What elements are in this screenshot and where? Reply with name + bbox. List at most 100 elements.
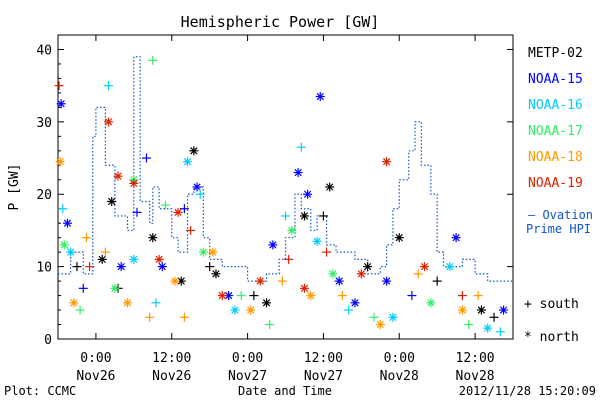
point-north [255, 276, 265, 286]
point-south [179, 204, 189, 214]
point-south [281, 211, 290, 221]
point-south [265, 320, 275, 330]
point-north [262, 298, 272, 308]
point-north [123, 298, 133, 308]
point-south [457, 291, 467, 301]
point-north [312, 236, 322, 246]
point-south [72, 262, 82, 272]
point-north [420, 262, 430, 272]
point-north [211, 269, 221, 279]
point-north [293, 168, 303, 178]
point-north [129, 178, 139, 188]
point-south [81, 233, 91, 243]
point-north [306, 291, 316, 301]
point-south [54, 81, 64, 91]
x-tick-label-time: 12:00 [456, 351, 495, 366]
x-axis: 0:00 Nov26 12:00 Nov26 0:00 Nov27 12:00 Nov27 0:… [76, 35, 495, 384]
point-north [334, 276, 344, 286]
point-north [110, 283, 120, 293]
point-south [413, 269, 423, 279]
point-south [100, 247, 110, 257]
point-north [451, 233, 461, 243]
legend-entry: METP-02 [528, 46, 583, 61]
point-north [299, 283, 309, 293]
point-south [322, 247, 332, 257]
point-south [179, 312, 189, 322]
point-north [328, 269, 338, 279]
point-north [129, 254, 139, 264]
x-tick-label-time: 12:00 [304, 351, 343, 366]
data-points [54, 55, 509, 337]
legend-entry: NOAA-16 [528, 98, 583, 113]
plot-frame [57, 34, 514, 340]
x-tick-label-date: Nov26 [76, 369, 115, 384]
point-north [350, 298, 360, 308]
point-north [287, 225, 297, 235]
point-north [66, 247, 76, 257]
point-north [189, 146, 199, 156]
point-north [113, 171, 123, 181]
point-south [186, 225, 196, 235]
x-tick-label-time: 12:00 [152, 351, 191, 366]
y-tick-label: 0 [44, 333, 52, 348]
legend-entry: NOAA-19 [528, 176, 583, 191]
point-south [277, 276, 287, 286]
point-north [170, 276, 180, 286]
point-north [56, 99, 66, 109]
point-south [132, 207, 142, 217]
point-north [97, 254, 107, 264]
y-tick-label: 40 [36, 43, 52, 58]
point-north [388, 312, 398, 322]
x-tick-label-time: 0:00 [232, 351, 263, 366]
point-north [198, 247, 208, 257]
point-south [318, 211, 328, 221]
point-north [107, 196, 117, 206]
point-north [230, 305, 240, 315]
point-south [296, 142, 306, 152]
y-axis: 0 10 20 30 40 [36, 43, 513, 348]
x-tick-label-time: 0:00 [384, 351, 415, 366]
point-north [303, 189, 313, 199]
point-north [154, 254, 164, 264]
legend: METP-02 NOAA-15 NOAA-16 NOAA-17 NOAA-18 NOAA-… [528, 46, 583, 191]
point-south [473, 291, 483, 301]
point-south [104, 81, 114, 91]
point-north [445, 262, 455, 272]
ovation-legend-line2: Prime HPI [526, 222, 591, 236]
point-north [148, 233, 158, 243]
ovation-hpi-line [58, 56, 513, 282]
point-south [284, 254, 294, 264]
x-axis-label: Date and Time [238, 384, 332, 398]
x-tick-label-date: Nov27 [304, 369, 343, 384]
point-north [457, 305, 467, 315]
point-north [483, 323, 493, 333]
ovation-legend-line1: – Ovation [528, 208, 593, 222]
point-north [104, 117, 114, 127]
plot-timestamp: 2012/11/28 15:20:09 [459, 384, 596, 398]
point-north [183, 157, 193, 167]
x-tick-label-date: Nov26 [152, 369, 191, 384]
y-tick-label: 20 [36, 188, 52, 203]
point-south [78, 283, 88, 293]
point-north [217, 291, 227, 301]
point-north [382, 157, 392, 167]
point-north [208, 247, 218, 257]
point-south [145, 312, 155, 322]
point-south [464, 320, 474, 330]
point-south [432, 276, 442, 286]
point-south [141, 153, 151, 163]
point-north [325, 182, 335, 192]
chart-title: Hemispheric Power [GW] [181, 13, 380, 31]
legend-entry: NOAA-15 [528, 72, 583, 87]
x-tick-label-date: Nov28 [456, 369, 495, 384]
point-south [58, 204, 68, 214]
point-north [299, 211, 309, 221]
marker-legend: + south * north [524, 297, 579, 345]
point-north [55, 157, 65, 167]
y-axis-label: P [GW] [7, 164, 22, 211]
y-tick-label: 10 [36, 261, 52, 276]
point-north [363, 262, 373, 272]
point-south [236, 291, 246, 301]
